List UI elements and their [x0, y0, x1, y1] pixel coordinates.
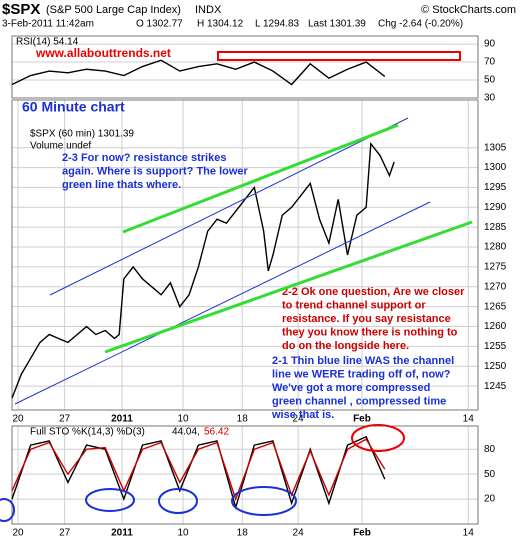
high: H 1304.12 — [197, 19, 244, 30]
channel-line — [49, 117, 409, 296]
last: Last 1301.39 — [308, 19, 366, 30]
annotation: green line thats where. — [62, 179, 181, 191]
k-value: 44.04, — [172, 427, 200, 438]
x-tick-label: 20 — [12, 414, 24, 425]
x-tick-label: 14 — [463, 528, 475, 539]
x-tick-label: Feb — [353, 528, 371, 539]
subtitle: 60 Minute chart — [22, 99, 125, 115]
y-tick-label: 30 — [484, 93, 496, 104]
index-name: (S&P 500 Large Cap Index) — [46, 4, 181, 16]
y-tick-label: 1280 — [484, 242, 507, 253]
series-line — [11, 435, 386, 510]
y-tick-label: 1295 — [484, 182, 507, 193]
annotation: line we WERE trading off of, now? — [272, 368, 451, 380]
channel-line — [14, 201, 431, 405]
volume-label: Volume undef — [30, 141, 91, 152]
plot-layer: 30 50 70 90 20 27 2011 10 18 24 Feb 14 1245 1250 1255 1… — [11, 35, 507, 539]
panel-frame — [11, 425, 479, 525]
website: www.allabouttrends.net — [35, 46, 171, 60]
annotation: resistance. If you say resistance — [282, 313, 451, 325]
series-line — [11, 141, 395, 399]
y-tick-label: 90 — [484, 39, 496, 50]
y-tick-label: 1255 — [484, 341, 507, 352]
date: 3-Feb-2011 11:42am — [2, 19, 94, 30]
annotation: We've got a more compressed — [272, 382, 430, 394]
source: © StockCharts.com — [421, 4, 516, 16]
y-tick-label: 1270 — [484, 281, 507, 292]
symbol: $SPX — [2, 1, 40, 18]
x-tick-label: 18 — [237, 414, 249, 425]
y-tick-label: 1245 — [484, 381, 507, 392]
x-tick-label: 14 — [463, 414, 475, 425]
series-line — [11, 438, 386, 502]
annotation: 2-1 Thin blue line WAS the channel — [272, 355, 454, 367]
circle-mark — [158, 488, 198, 514]
annotation: 2-2 Ok one question, Are we closer — [282, 286, 465, 298]
series-line — [11, 59, 386, 86]
y-tick-label: 1300 — [484, 162, 507, 173]
annotation: to trend channel support or — [282, 299, 426, 311]
overlay — [0, 51, 473, 522]
x-tick-label: 27 — [59, 414, 71, 425]
exchange: INDX — [195, 4, 222, 16]
y-tick-label: 1290 — [484, 202, 507, 213]
circle-mark — [85, 488, 135, 512]
highlight-box — [217, 51, 461, 61]
panel-label: Full STO %K(14,3) %D(3) — [30, 427, 145, 438]
low: L 1294.83 — [255, 19, 300, 30]
x-tick-label: 18 — [237, 528, 249, 539]
panel-label: $SPX (60 min) 1301.39 — [30, 129, 134, 140]
annotation: 2-3 For now? resistance strikes — [62, 152, 226, 164]
annotation: they you know there is nothing to — [282, 326, 458, 338]
y-tick-label: 1260 — [484, 321, 507, 332]
y-tick-label: 1285 — [484, 222, 507, 233]
circle-mark — [351, 424, 405, 452]
annotation: green channel , compressed time — [272, 395, 446, 407]
y-tick-label: 1305 — [484, 142, 507, 153]
x-tick-label: 10 — [177, 414, 189, 425]
y-tick-label: 50 — [484, 75, 496, 86]
x-tick-label: 27 — [59, 528, 71, 539]
circle-mark — [0, 498, 15, 522]
panel-label: RSI(14) 54.14 — [16, 37, 79, 48]
panel-frame — [11, 99, 479, 411]
y-tick-label: 70 — [484, 57, 496, 68]
y-tick-label: 20 — [484, 494, 496, 505]
x-tick-label: 10 — [177, 528, 189, 539]
channel-line — [104, 220, 473, 354]
channel-line — [122, 123, 399, 234]
x-tick-label: 20 — [12, 528, 24, 539]
y-tick-label: 50 — [484, 469, 496, 480]
y-tick-label: 1265 — [484, 301, 507, 312]
annotation: wise that is. — [271, 409, 334, 421]
x-tick-label: 24 — [293, 414, 305, 425]
x-tick-label: 2011 — [111, 414, 133, 425]
change: Chg -2.64 (-0.20%) — [378, 19, 463, 30]
y-tick-label: 1250 — [484, 361, 507, 372]
open: O 1302.77 — [136, 19, 183, 30]
x-tick-label: 24 — [293, 528, 305, 539]
annotation: again. Where is support? The lower — [62, 165, 249, 177]
y-tick-label: 80 — [484, 444, 496, 455]
x-tick-label: 2011 — [111, 528, 133, 539]
x-tick-label: Feb — [353, 414, 371, 425]
annotation: do on the longside here. — [282, 340, 409, 352]
panel-frame — [11, 35, 479, 99]
circle-mark — [231, 486, 297, 516]
d-value: 56.42 — [204, 427, 229, 438]
y-tick-label: 1275 — [484, 262, 507, 273]
